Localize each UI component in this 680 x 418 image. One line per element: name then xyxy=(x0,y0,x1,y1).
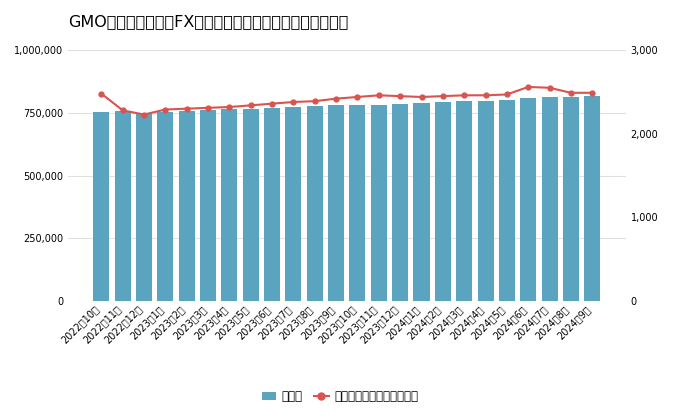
Bar xyxy=(286,107,301,301)
Bar xyxy=(584,96,600,301)
Bar xyxy=(456,101,472,301)
Bar xyxy=(307,106,323,301)
Bar xyxy=(157,112,173,301)
Bar xyxy=(243,109,259,301)
Bar xyxy=(499,100,515,301)
Bar xyxy=(541,97,558,301)
Bar xyxy=(477,101,494,301)
Bar xyxy=(179,111,194,301)
Bar xyxy=(520,98,537,301)
Bar xyxy=(264,108,280,301)
Bar xyxy=(563,97,579,301)
Bar xyxy=(371,105,387,301)
Text: GMOクリック証券（FXネオ）の口座数と退かり資産の推移: GMOクリック証券（FXネオ）の口座数と退かり資産の推移 xyxy=(68,14,348,29)
Bar xyxy=(392,104,408,301)
Bar xyxy=(435,102,451,301)
Bar xyxy=(200,110,216,301)
Bar xyxy=(93,112,109,301)
Bar xyxy=(115,111,131,301)
Bar xyxy=(222,110,237,301)
Legend: 口座数, 退かり資産（単位：億円）: 口座数, 退かり資産（単位：億円） xyxy=(257,385,423,408)
Bar xyxy=(350,105,365,301)
Bar xyxy=(413,103,430,301)
Bar xyxy=(136,113,152,301)
Bar xyxy=(328,105,344,301)
